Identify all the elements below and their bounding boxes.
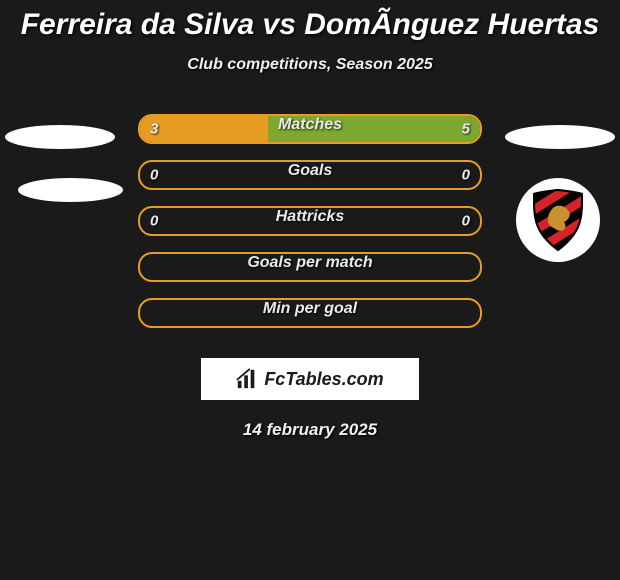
bar-label: Goals per match	[140, 254, 480, 272]
page-title: Ferreira da Silva vs DomÃ­nguez Huertas	[0, 0, 620, 42]
attribution-text: FcTables.com	[264, 369, 383, 390]
subtitle: Club competitions, Season 2025	[0, 56, 620, 74]
stat-row: Matches35	[0, 106, 620, 152]
bar-value-right: 0	[462, 213, 470, 230]
bar-fill-left	[140, 116, 268, 142]
stat-row: Hattricks0 0	[0, 198, 620, 244]
bar-track: Matches35	[138, 114, 482, 144]
bar-fill-right	[268, 116, 481, 142]
bar-value-left: 3	[150, 121, 158, 138]
comparison-bars: Matches35Goals00Hattricks00Goals per mat…	[0, 106, 620, 336]
bar-label: Hattricks	[140, 208, 480, 226]
bar-label: Min per goal	[140, 300, 480, 318]
bar-track: Goals per match	[138, 252, 482, 282]
bar-value-right: 5	[462, 121, 470, 138]
stat-row: Goals per match	[0, 244, 620, 290]
stat-row: Min per goal	[0, 290, 620, 336]
bar-label: Goals	[140, 162, 480, 180]
stat-row: Goals0 0	[0, 152, 620, 198]
footer-date: 14 february 2025	[0, 420, 620, 440]
bar-track: Hattricks0 0	[138, 206, 482, 236]
bar-value-right: 0	[462, 167, 470, 184]
bar-chart-icon	[236, 368, 258, 390]
bar-value-left: 0	[150, 167, 158, 184]
bar-value-left: 0	[150, 213, 158, 230]
bar-track: Min per goal	[138, 298, 482, 328]
attribution-box: FcTables.com	[201, 358, 419, 400]
bar-track: Goals0 0	[138, 160, 482, 190]
